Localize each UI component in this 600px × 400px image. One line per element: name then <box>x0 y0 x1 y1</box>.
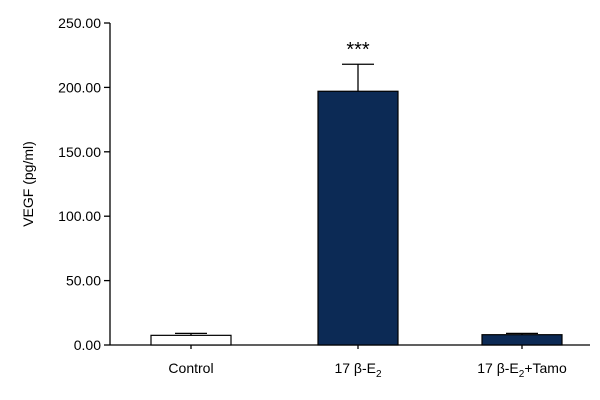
y-axis: 0.00 50.00 100.00 150.00 200.00 250.00 <box>58 15 111 353</box>
x-tick-label: 17 β-E2 <box>334 360 382 380</box>
y-tick-label: 50.00 <box>66 273 101 289</box>
y-tick-label: 100.00 <box>58 208 101 224</box>
x-tick-label-tail: +Tamo <box>524 360 567 376</box>
x-tick-label: 17 β-E2+Tamo <box>477 360 567 380</box>
bars: *** <box>150 39 563 346</box>
bar-0 <box>150 334 232 346</box>
y-tick-label: 0.00 <box>74 337 101 353</box>
x-tick-label-base: 17 β-E <box>477 360 519 376</box>
x-axis: Control 17 β-E2 17 β-E2+Tamo <box>110 344 590 380</box>
x-tick-label-subscript: 2 <box>376 369 382 380</box>
x-tick-label-base: Control <box>168 360 213 376</box>
y-axis-label: VEGF (pg/ml) <box>20 141 36 227</box>
x-tick-label-base: 17 β-E <box>334 360 376 376</box>
bar-2 <box>481 334 563 346</box>
y-tick-label: 150.00 <box>58 144 101 160</box>
y-tick-label: 200.00 <box>58 79 101 95</box>
x-tick-label: Control <box>168 360 213 376</box>
y-tick-label: 250.00 <box>58 15 101 31</box>
significance-label: *** <box>346 39 370 61</box>
x-tick-label-subscript: 2 <box>519 369 525 380</box>
bar-1 <box>317 90 399 346</box>
